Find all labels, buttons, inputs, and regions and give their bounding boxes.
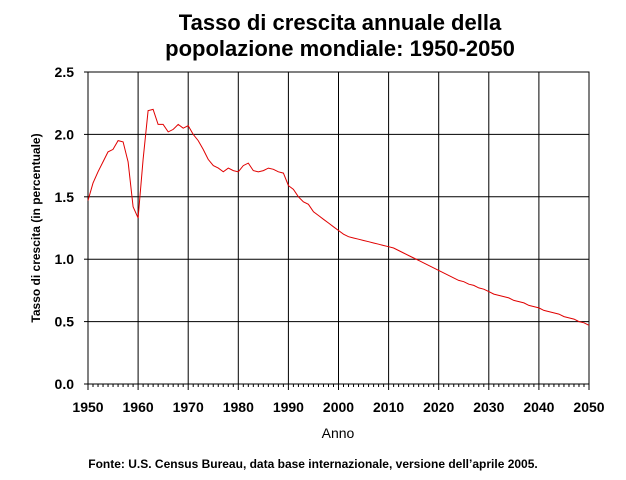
x-tick-label: 1980 [223,399,254,415]
x-axis-ticks: 1950 1960 1970 1980 1990 2000 2010 2020 2030 2040… [72,384,605,415]
y-axis-ticks: 0.0 0.5 1.0 1.5 2.0 2.5 [55,64,88,392]
y-tick-label: 1.0 [55,251,75,267]
x-tick-label: 2030 [473,399,504,415]
x-tick-label: 1950 [72,399,103,415]
x-tick-label: 2020 [423,399,454,415]
y-tick-label: 0.0 [55,376,75,392]
x-axis-label: Anno [322,425,355,441]
y-tick-label: 1.5 [55,189,75,205]
chart-title-line2: popolazione mondiale: 1950-2050 [165,36,515,61]
y-axis-label: Tasso di crescita (in percentuale) [29,133,43,322]
x-tick-label: 1970 [173,399,204,415]
series-line [87,108,590,326]
y-tick-label: 2.5 [55,64,75,80]
y-tick-label: 0.5 [55,314,75,330]
x-tick-label: 2040 [523,399,554,415]
y-tick-label: 2.0 [55,126,75,142]
chart-title-line1: Tasso di crescita annuale della [179,10,502,35]
x-tick-label: 2000 [323,399,354,415]
chart-grid [88,72,589,384]
chart-series [87,108,590,326]
x-tick-label: 2050 [573,399,604,415]
x-tick-label: 2010 [373,399,404,415]
source-note: Fonte: U.S. Census Bureau, data base int… [88,457,537,471]
x-tick-label: 1990 [273,399,304,415]
x-tick-label: 1960 [123,399,154,415]
